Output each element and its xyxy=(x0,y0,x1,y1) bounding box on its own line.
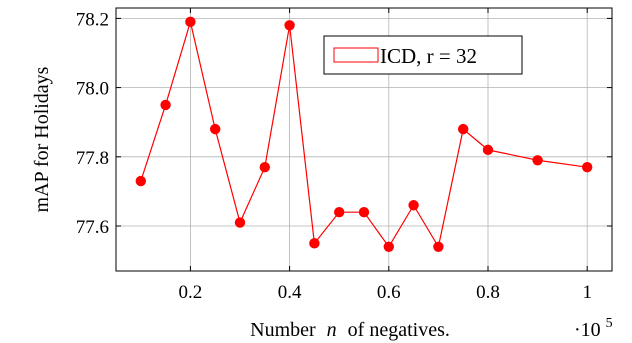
data-point xyxy=(160,99,171,111)
x-scale-multiplier: ·10 5 xyxy=(574,316,613,341)
x-scale-base: ·10 xyxy=(574,319,601,341)
y-tick-label: 78.2 xyxy=(76,9,109,30)
data-point xyxy=(482,144,494,156)
data-point xyxy=(135,175,146,187)
legend-label: ICD, r = 32 xyxy=(380,44,477,68)
x-tick-label: 0.6 xyxy=(377,282,401,303)
y-tick-label: 77.8 xyxy=(76,148,109,169)
data-point xyxy=(334,206,345,218)
data-point xyxy=(259,161,270,173)
data-point xyxy=(582,161,593,173)
data-point xyxy=(234,217,246,228)
y-axis-label: mAP for Holidays xyxy=(31,66,53,212)
plot-frame xyxy=(115,7,613,272)
x-tick-label: 0.8 xyxy=(476,282,500,303)
data-point xyxy=(185,16,196,28)
data-point xyxy=(210,123,221,135)
x-tick-label: 1 xyxy=(582,282,592,303)
x-tick-label: 0.2 xyxy=(179,282,203,303)
ticks: 0.2 0.4 0.6 0.8 1 77.6 77.8 78.0 78.2 xyxy=(76,8,612,303)
y-tick-label: 78.0 xyxy=(76,79,109,100)
data-point xyxy=(383,241,394,252)
data-point xyxy=(284,20,295,31)
data-point xyxy=(358,206,370,218)
y-tick-label: 77.6 xyxy=(76,217,109,238)
data-point xyxy=(433,241,444,252)
x-axis-label-variable: n xyxy=(327,319,337,341)
x-axis-label-suffix: of negatives. xyxy=(348,319,450,341)
x-tick-label: 0.4 xyxy=(278,282,302,303)
data-point xyxy=(408,200,419,211)
data-point xyxy=(309,238,320,249)
x-axis-label: Number n of negatives. xyxy=(250,319,450,341)
data-point xyxy=(458,123,469,135)
x-scale-exponent: 5 xyxy=(606,316,613,331)
legend: ICD, r = 32 xyxy=(323,35,523,75)
data-point xyxy=(532,155,543,166)
x-axis-label-prefix: Number xyxy=(250,319,316,341)
legend-swatch xyxy=(333,47,379,63)
series-group xyxy=(135,16,593,252)
